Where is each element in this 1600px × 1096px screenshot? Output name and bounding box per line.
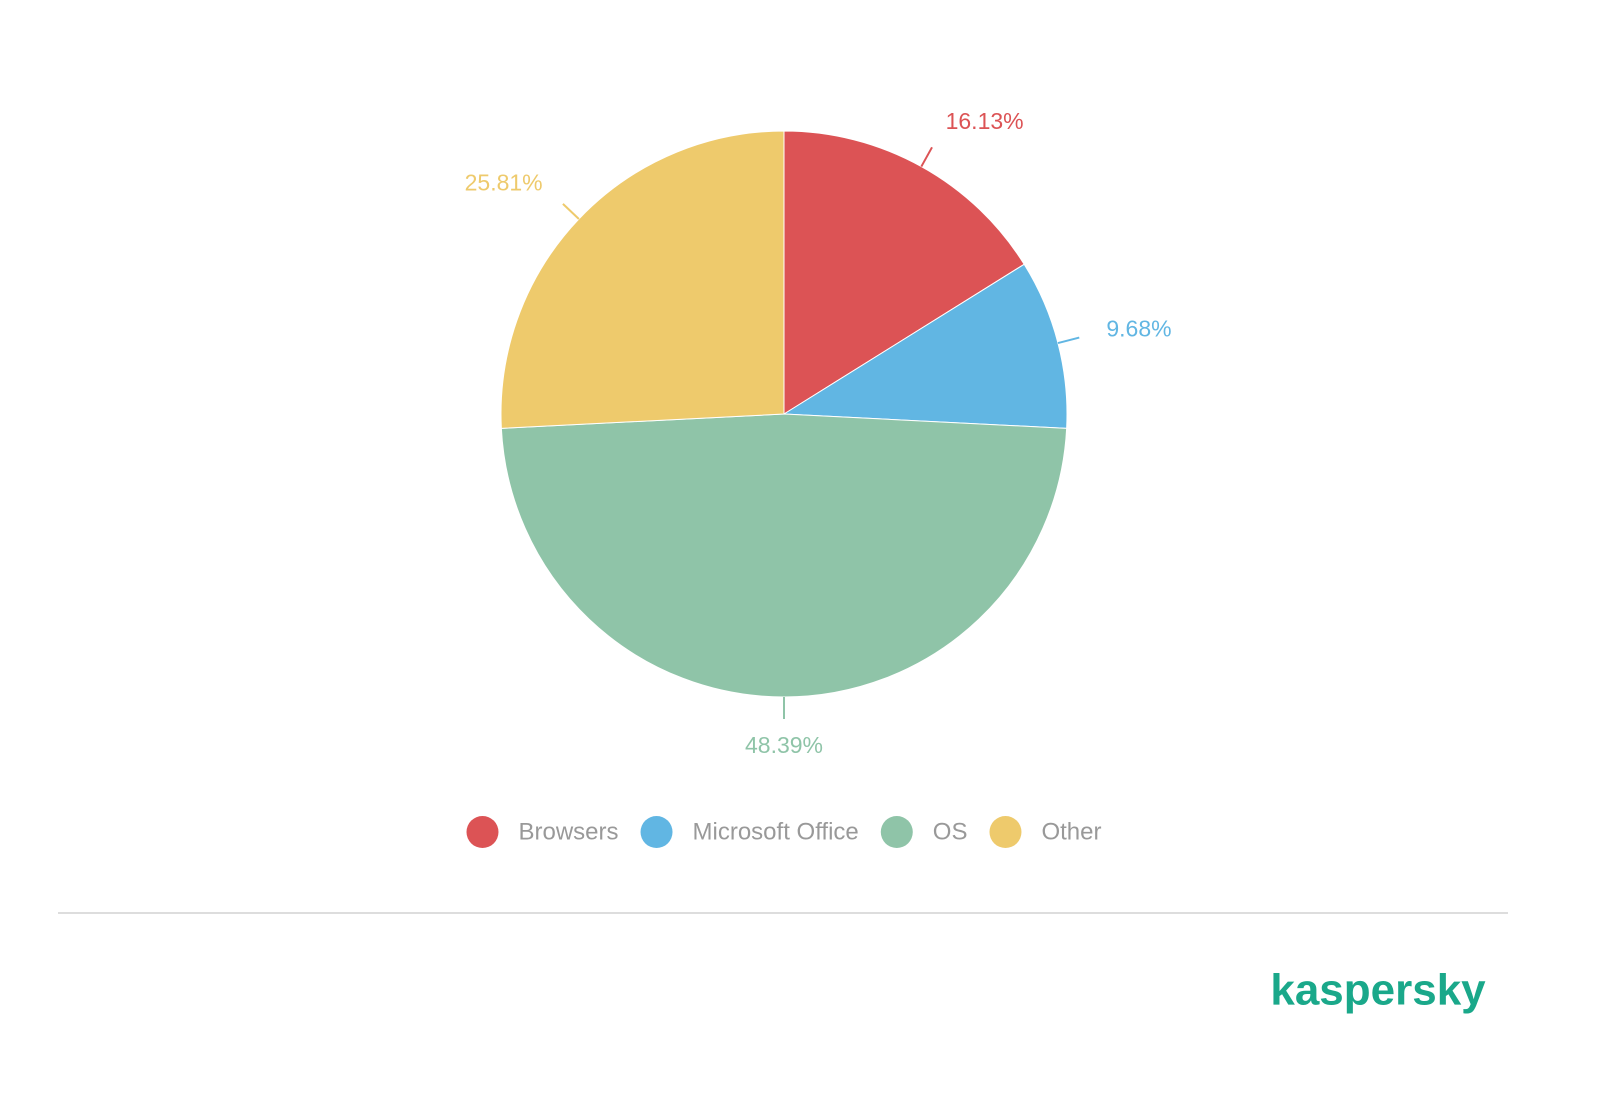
pie-slice <box>500 413 1068 698</box>
legend-label: Other <box>1041 818 1101 845</box>
legend-marker <box>880 816 913 848</box>
leader-line <box>1057 336 1080 345</box>
data-label: 9.68% <box>1106 316 1171 342</box>
data-label: 25.81% <box>465 170 543 196</box>
pie-slice <box>783 130 1025 415</box>
data-label: 48.39% <box>745 732 823 758</box>
leader-line <box>920 146 933 168</box>
legend-label: Microsoft Office <box>693 818 859 845</box>
legend-marker <box>640 816 673 848</box>
legend-marker <box>989 816 1022 848</box>
pie-slice <box>500 130 785 429</box>
leader-line <box>562 203 580 220</box>
legend-label: Browsers <box>518 818 618 845</box>
data-label: 16.13% <box>946 108 1024 134</box>
pie-slice <box>782 263 1068 429</box>
legend-label: OS <box>933 818 968 845</box>
legend-marker <box>466 816 499 848</box>
logo: kaspersky <box>1270 966 1486 1015</box>
